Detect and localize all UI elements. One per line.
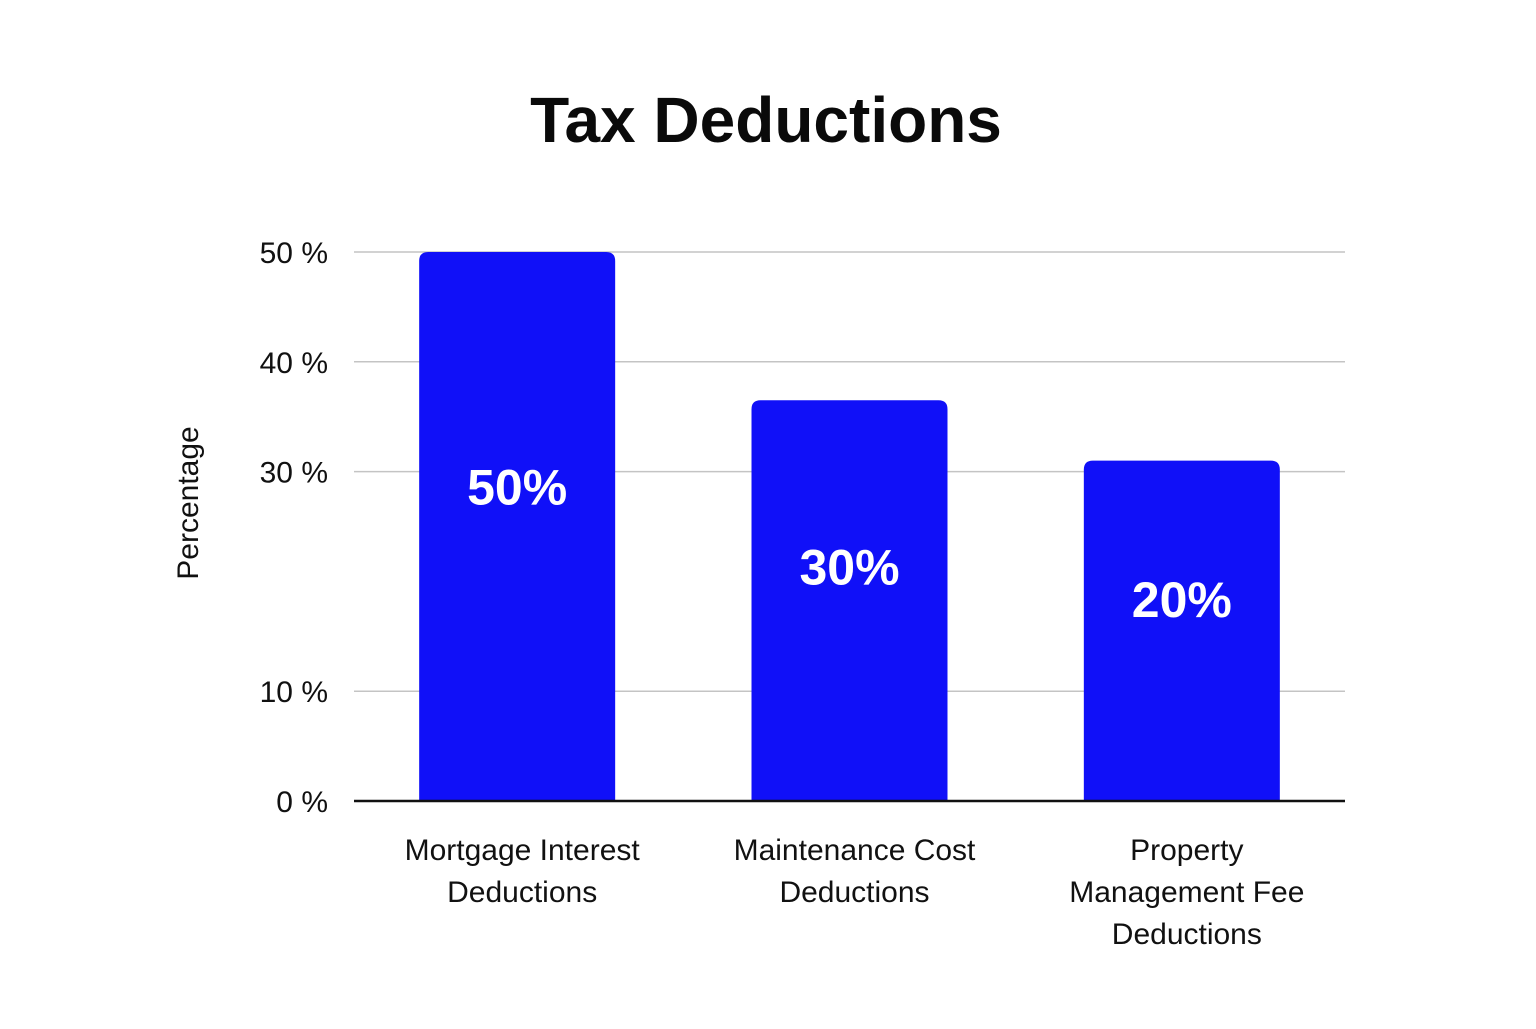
x-category-label: Maintenance Cost Deductions	[734, 834, 976, 909]
y-tick-label: 40 %	[260, 347, 328, 380]
bar-value-labels: 50% 30% 20%	[467, 460, 1232, 629]
bars	[419, 252, 1280, 801]
bar	[1083, 460, 1280, 801]
y-axis-title: Percentage	[172, 426, 205, 579]
bar	[751, 400, 948, 801]
x-category-label: Property Management Fee Deductions	[1069, 834, 1304, 951]
x-category-label: Mortgage Interest Deductions	[405, 834, 641, 909]
bar-value-label: 30%	[799, 540, 899, 596]
y-tick-label: 50 %	[260, 237, 328, 270]
bar-value-label: 20%	[1132, 572, 1232, 628]
y-tick-label: 30 %	[260, 457, 328, 490]
bar	[419, 252, 616, 801]
bar-value-label: 50%	[467, 460, 567, 516]
y-axis-ticks: 0 % 10 % 30 % 40 % 50 %	[260, 237, 328, 819]
x-axis-category-labels: Mortgage Interest Deductions Maintenance C…	[405, 834, 1305, 951]
y-tick-label: 0 %	[276, 786, 328, 819]
y-tick-label: 10 %	[260, 676, 328, 709]
chart-title: Tax Deductions	[530, 84, 1002, 156]
